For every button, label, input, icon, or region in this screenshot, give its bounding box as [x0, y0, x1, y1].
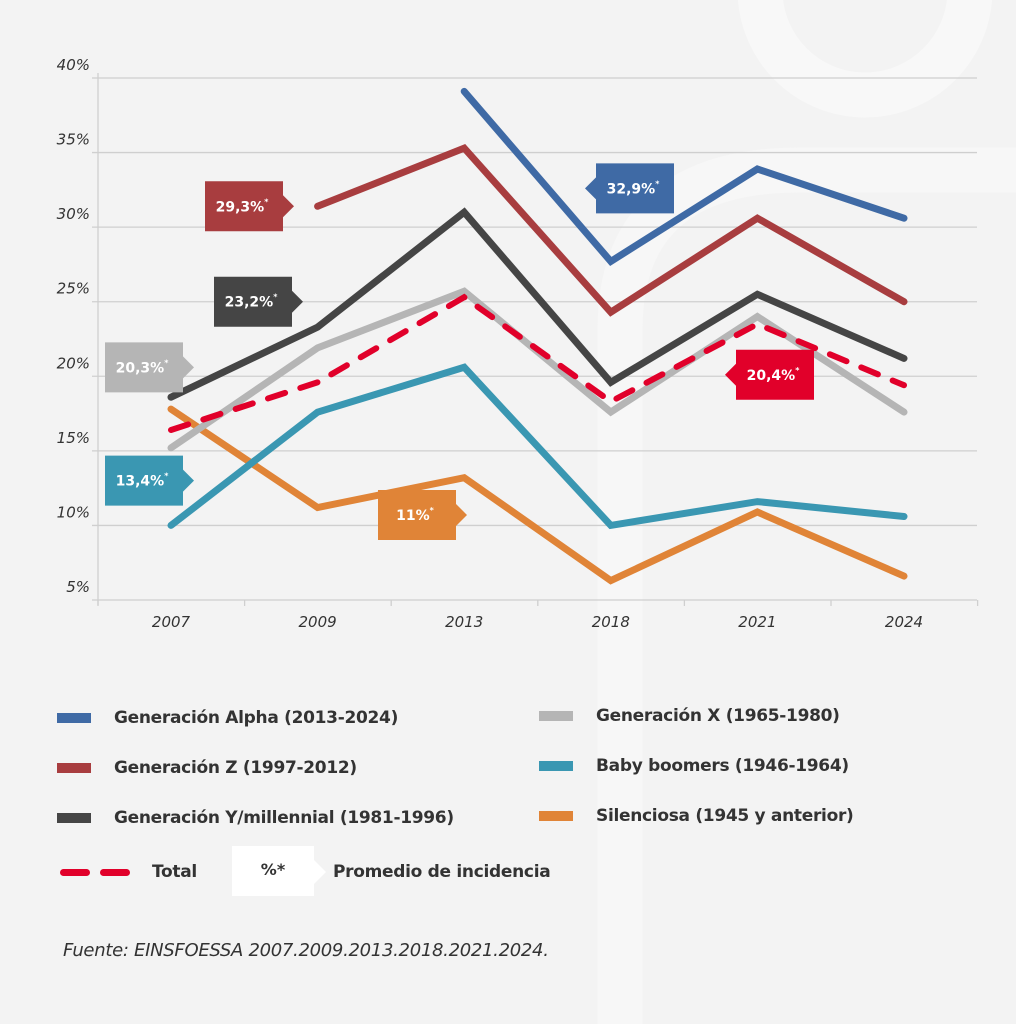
legend-item-total: Total	[60, 862, 197, 882]
badge-asterisk: *	[164, 358, 169, 367]
badge-shape	[725, 349, 814, 400]
legend-item-x: Generación X (1965-1980)	[539, 706, 840, 726]
badge-value: 29,3%*	[216, 197, 270, 215]
badge-asterisk: *	[795, 366, 800, 375]
badge-value: 20,3%*	[116, 358, 170, 376]
average-badge: 20,3%*	[105, 342, 194, 393]
x-tick-label: 2024	[885, 613, 923, 631]
x-tick-label: 2013	[445, 613, 483, 631]
y-tick-label: 40%	[57, 56, 90, 74]
grid-lines	[92, 73, 977, 605]
decorative-ring	[737, 0, 993, 118]
series-line	[167, 405, 908, 585]
legend-label: Generación Alpha (2013-2024)	[114, 708, 399, 728]
legend-label: Generación Y/millennial (1981-1996)	[114, 808, 454, 828]
y-tick-label: 35%	[57, 131, 90, 149]
badge-asterisk: *	[273, 293, 278, 302]
badge-shape	[585, 163, 674, 214]
y-tick-label: 30%	[57, 205, 90, 223]
legend-label: Generación X (1965-1980)	[596, 706, 840, 726]
legend-label: Total	[152, 862, 197, 882]
badge-value: 13,4%*	[116, 472, 170, 490]
badge-asterisk: *	[430, 506, 435, 515]
x-tick-label: 2021	[738, 613, 776, 631]
legend-item-boomers: Baby boomers (1946-1964)	[539, 756, 849, 776]
average-badge-legend: %*	[232, 846, 326, 896]
average-badge: 13,4%*	[105, 455, 194, 506]
average-badge: 32,9%*	[585, 163, 674, 214]
badge-shape	[205, 181, 294, 232]
series-line	[167, 207, 908, 401]
x-axis-ticks: 2007 2009 2013 2018 2021 2024	[97, 600, 979, 631]
legend-item-silent: Silenciosa (1945 y anterior)	[539, 806, 854, 826]
series-line	[460, 87, 908, 266]
badge-pointer	[314, 860, 326, 884]
average-badge: 20,4%*	[725, 349, 814, 400]
legend-item-y: Generación Y/millennial (1981-1996)	[57, 808, 454, 828]
legend-swatch	[57, 763, 91, 773]
badge-shape	[105, 455, 194, 506]
legend-label: Generación Z (1997-2012)	[114, 758, 357, 778]
legend-swatch	[57, 713, 91, 723]
average-badge: 23,2%*	[214, 276, 303, 327]
x-tick-label: 2009	[299, 613, 337, 631]
series-line	[167, 363, 908, 530]
legend-item-z: Generación Z (1997-2012)	[57, 758, 357, 778]
y-tick-label: 5%	[66, 578, 90, 596]
legend-label: Baby boomers (1946-1964)	[596, 756, 849, 776]
badge-value: 23,2%*	[225, 293, 279, 311]
badge-shape	[378, 489, 467, 540]
y-tick-label: 10%	[57, 503, 90, 521]
series-line	[168, 293, 907, 433]
legend-swatch	[539, 711, 573, 721]
badge-asterisk: *	[164, 472, 169, 481]
x-tick-label: 2007	[152, 613, 191, 631]
badge-value: 20,4%*	[747, 366, 801, 384]
legend-swatch	[539, 811, 573, 821]
badge-value: 11%*	[396, 506, 435, 524]
x-tick-label: 2018	[592, 613, 630, 631]
series-line	[314, 143, 908, 317]
average-badges: 29,3%* 23,2%* 20,3%* 13,4%* 11%* 32,9%* 20,4%*	[105, 163, 814, 540]
pct-symbol: %*	[260, 860, 286, 879]
badge-asterisk: *	[655, 179, 660, 188]
legend-item-alpha: Generación Alpha (2013-2024)	[57, 708, 398, 728]
average-badge: 29,3%*	[205, 181, 294, 232]
average-badge: 11%*	[378, 489, 467, 540]
line-chart: 5% 10% 15% 20% 25% 30% 35% 40% 2007 2009 2013 2018…	[57, 56, 979, 631]
series-lines	[167, 87, 908, 585]
badge-asterisk: *	[264, 197, 269, 206]
y-tick-label: 20%	[57, 354, 90, 372]
y-axis-ticks: 5% 10% 15% 20% 25% 30% 35% 40%	[57, 56, 90, 596]
badge-shape	[105, 342, 194, 393]
badge-value: 32,9%*	[607, 179, 661, 197]
y-tick-label: 25%	[57, 280, 90, 298]
source-note: Fuente: EINSFOESSA 2007.2009.2013.2018.2…	[63, 940, 549, 961]
badge-shape	[214, 276, 303, 327]
legend-swatch	[57, 813, 91, 823]
legend-label: Silenciosa (1945 y anterior)	[596, 806, 854, 826]
y-tick-label: 15%	[57, 429, 90, 447]
legend-item-average: Promedio de incidencia	[333, 862, 551, 882]
legend-label: Promedio de incidencia	[333, 862, 551, 882]
legend-dash-swatch	[60, 868, 130, 876]
legend-swatch	[539, 761, 573, 771]
